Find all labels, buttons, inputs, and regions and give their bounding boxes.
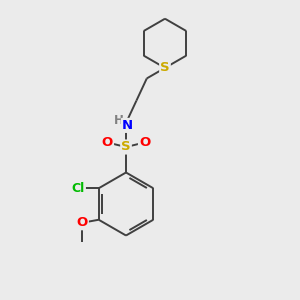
Text: S: S [160, 61, 170, 74]
Text: N: N [122, 119, 133, 132]
Text: Cl: Cl [72, 182, 85, 195]
Text: O: O [139, 136, 150, 149]
Text: S: S [121, 140, 131, 154]
Text: H: H [114, 113, 123, 127]
Text: O: O [102, 136, 113, 149]
Text: O: O [76, 216, 88, 229]
